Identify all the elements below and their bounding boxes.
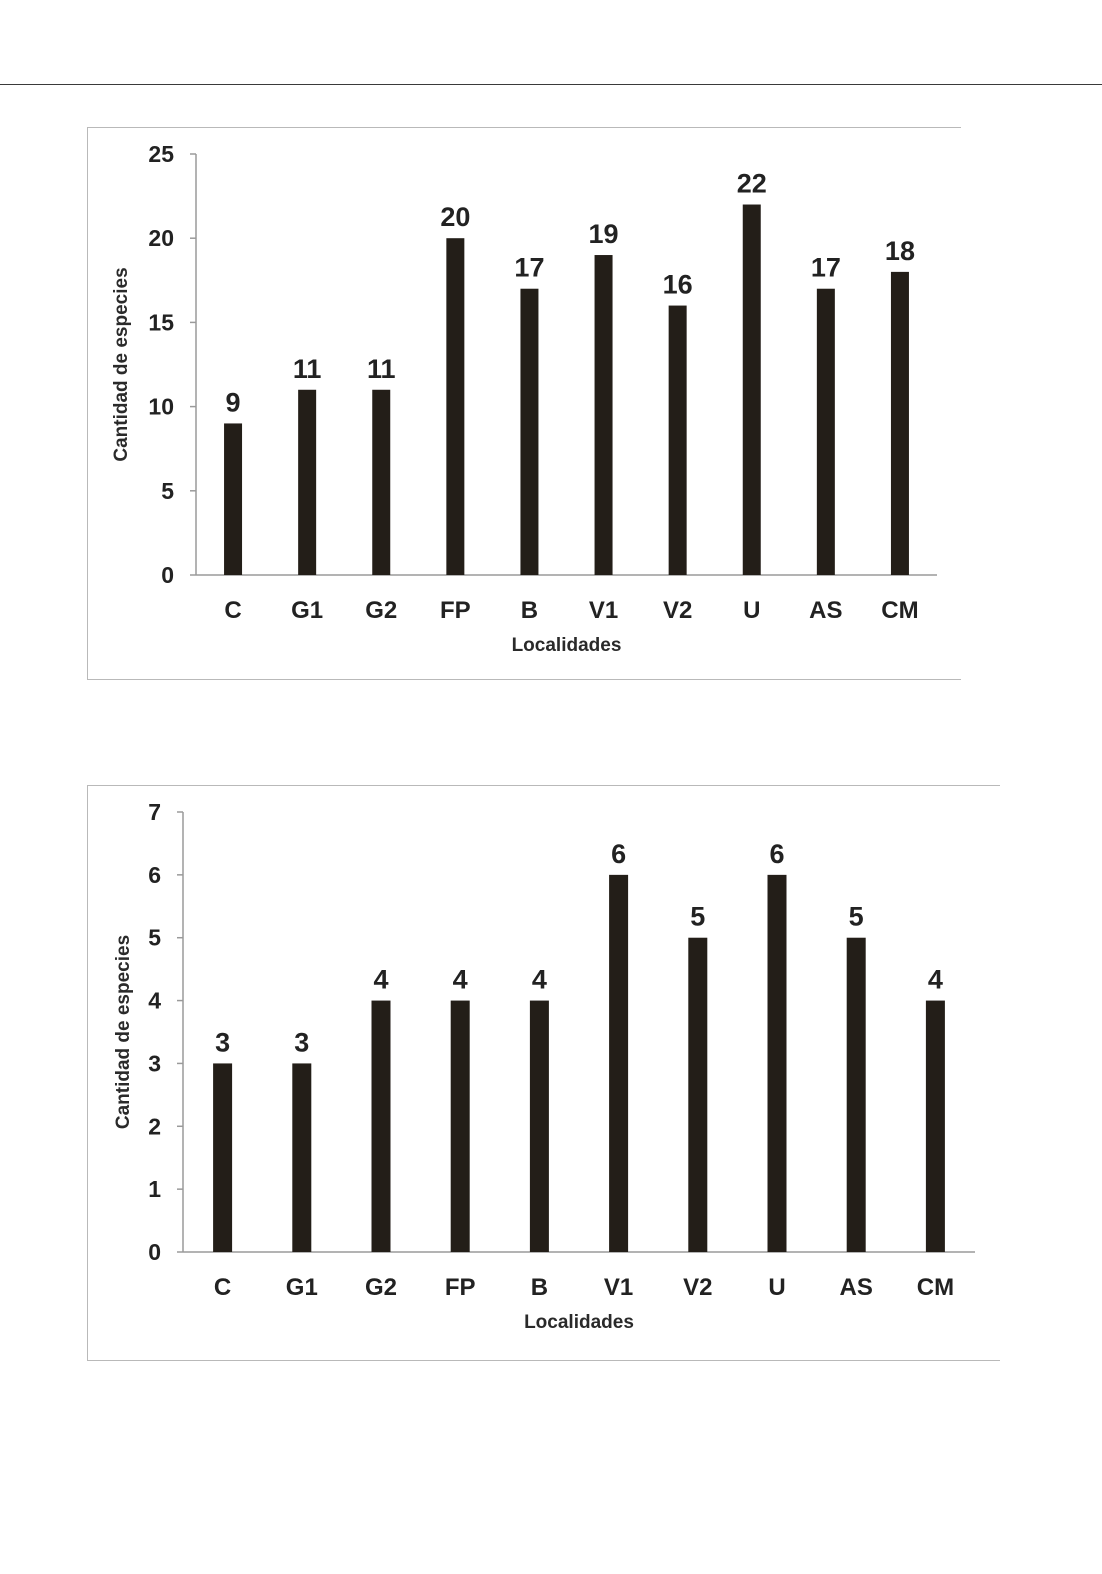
bar-u: [767, 874, 787, 1252]
bar-g2: [372, 389, 391, 575]
x-tick-label: G2: [365, 597, 397, 624]
data-label: 4: [453, 965, 468, 995]
bar-cm: [925, 1000, 945, 1252]
x-tick-label: G1: [286, 1274, 318, 1301]
bar-cm: [890, 271, 909, 575]
x-axis-title: Localidades: [524, 1312, 634, 1333]
x-tick-label: FP: [440, 597, 471, 624]
x-tick-label: CM: [917, 1274, 954, 1301]
data-label: 6: [769, 839, 784, 869]
y-tick-label: 4: [148, 988, 161, 1014]
y-tick-label: 5: [161, 478, 174, 504]
x-tick-label: V2: [663, 597, 692, 624]
data-label: 16: [663, 270, 693, 300]
x-tick-label: V2: [683, 1274, 712, 1301]
data-label: 17: [514, 253, 544, 283]
data-label: 11: [367, 354, 396, 384]
bar-v1: [609, 874, 629, 1252]
x-axis-title: Localidades: [512, 635, 622, 656]
x-tick-label: B: [531, 1274, 548, 1301]
x-tick-label: AS: [840, 1274, 873, 1301]
x-tick-label: G1: [291, 597, 323, 624]
x-tick-label: U: [743, 597, 760, 624]
bar-b: [520, 288, 539, 575]
bar-g1: [292, 1063, 312, 1252]
bar-as: [846, 937, 866, 1252]
data-label: 5: [690, 902, 705, 932]
x-tick-label: CM: [881, 597, 918, 624]
x-tick-label: U: [768, 1274, 785, 1301]
bar-g1: [298, 389, 317, 575]
bar-as: [816, 288, 835, 575]
bar-fp: [450, 1000, 470, 1252]
y-axis-title: Cantidad de especies: [111, 267, 132, 461]
y-tick-label: 5: [148, 925, 161, 951]
bar-fp: [446, 238, 465, 575]
x-tick-label: B: [521, 597, 538, 624]
x-tick-label: G2: [365, 1274, 397, 1301]
y-axis-title: Cantidad de especies: [113, 935, 134, 1129]
x-tick-label: C: [214, 1274, 231, 1301]
data-label: 19: [589, 219, 619, 249]
data-label: 4: [373, 965, 388, 995]
bar-v2: [688, 937, 708, 1252]
y-tick-label: 10: [148, 394, 174, 420]
bar-v1: [594, 255, 613, 576]
top-rule: [0, 84, 1102, 85]
y-tick-label: 6: [148, 862, 161, 888]
data-label: 22: [737, 169, 767, 199]
data-label: 6: [611, 839, 626, 869]
y-tick-label: 0: [148, 1239, 161, 1265]
y-tick-label: 15: [148, 309, 174, 335]
y-tick-label: 25: [148, 141, 174, 167]
data-label: 20: [440, 202, 470, 232]
y-tick-label: 7: [148, 799, 161, 825]
bar-c: [224, 423, 243, 575]
chart-frame-2: [87, 785, 1000, 1361]
data-label: 17: [811, 253, 841, 283]
bar-b: [529, 1000, 549, 1252]
x-tick-label: V1: [604, 1274, 633, 1301]
y-tick-label: 3: [148, 1050, 161, 1076]
data-label: 5: [849, 902, 864, 932]
y-tick-label: 20: [148, 225, 174, 251]
y-tick-label: 0: [161, 562, 174, 588]
bar-g2: [371, 1000, 391, 1252]
data-label: 3: [294, 1027, 309, 1057]
bar-u: [742, 204, 761, 575]
y-tick-label: 1: [148, 1176, 161, 1202]
x-tick-label: AS: [809, 597, 842, 624]
x-tick-label: C: [224, 597, 241, 624]
x-tick-label: FP: [445, 1274, 476, 1301]
bar-chart-2: 0 1 2 3 4 5 6 7 3 C 3 G1 4 G2 4 FP 4 B 6 V1 5 V2 6 U 5 AS 4 CM Local…: [113, 799, 975, 1333]
bar-v2: [668, 305, 687, 575]
data-label: 11: [293, 354, 322, 384]
x-tick-label: V1: [589, 597, 618, 624]
chart-frame-1: [87, 127, 961, 680]
y-tick-label: 2: [148, 1113, 161, 1139]
data-label: 18: [885, 236, 915, 266]
data-label: 9: [226, 387, 241, 417]
data-label: 4: [532, 965, 547, 995]
bar-c: [213, 1063, 233, 1252]
bar-chart-1: 0 5 10 15 20 25 9 C 11 G1 11 G2 20 FP 17 B 19 V1 16 V2 22 U 17…: [111, 141, 937, 656]
data-label: 4: [928, 965, 943, 995]
data-label: 3: [215, 1027, 230, 1057]
